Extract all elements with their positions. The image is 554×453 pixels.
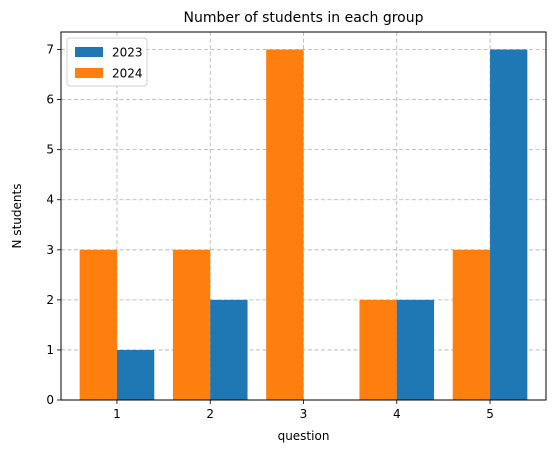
bar-2024-q5 xyxy=(452,249,491,400)
x-axis-label: question xyxy=(278,429,330,443)
y-tick-label: 4 xyxy=(46,193,54,207)
bar-2023-q5 xyxy=(490,49,528,401)
legend: 2023 2024 xyxy=(66,37,148,87)
x-axis-ticks: 1 2 3 4 5 xyxy=(113,400,494,421)
x-tick-label: 3 xyxy=(300,407,308,421)
y-axis-label: N students xyxy=(10,184,24,249)
bar-2023-q4 xyxy=(396,299,435,400)
y-axis-ticks: 0 1 2 3 4 5 6 7 xyxy=(46,43,61,407)
bar-2024-q3 xyxy=(266,49,304,401)
x-tick-label: 5 xyxy=(486,407,494,421)
y-tick-label: 7 xyxy=(46,43,54,57)
x-tick-label: 1 xyxy=(113,407,121,421)
bar-2023-q1 xyxy=(116,349,155,400)
bar-2023-q2 xyxy=(210,299,248,400)
legend-label-2024: 2024 xyxy=(112,67,143,81)
x-tick-label: 4 xyxy=(393,407,401,421)
y-tick-label: 5 xyxy=(46,143,54,157)
legend-label-2023: 2023 xyxy=(112,46,143,60)
y-tick-label: 0 xyxy=(46,393,54,407)
x-tick-label: 2 xyxy=(206,407,214,421)
legend-swatch-2024 xyxy=(75,68,103,78)
chart-title: Number of students in each group xyxy=(184,10,424,26)
legend-swatch-2023 xyxy=(75,47,103,57)
y-tick-label: 2 xyxy=(46,293,54,307)
bar-2024-q2 xyxy=(172,249,211,400)
y-tick-label: 6 xyxy=(46,93,54,107)
bars xyxy=(79,49,528,401)
bar-2024-q1 xyxy=(79,249,117,400)
y-tick-label: 1 xyxy=(46,343,54,357)
bar-2024-q4 xyxy=(359,299,397,400)
y-tick-label: 3 xyxy=(46,243,54,257)
